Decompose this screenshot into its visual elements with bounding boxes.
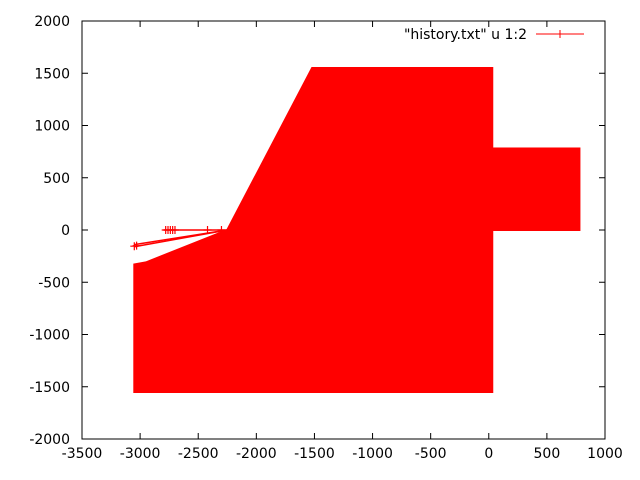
series-line [134, 229, 228, 246]
y-tick-label: -500 [38, 275, 70, 291]
y-tick-label: 1000 [34, 119, 70, 135]
x-tick-label: -500 [415, 446, 447, 462]
x-tick-label: -2000 [236, 446, 277, 462]
series-region [491, 147, 581, 232]
legend: "history.txt" u 1:2 [404, 27, 584, 43]
y-tick-label: 2000 [34, 14, 70, 30]
x-tick-label: -3500 [62, 446, 103, 462]
y-tick-label: -1500 [29, 380, 70, 396]
data-point [217, 226, 226, 234]
x-tick-label: -3000 [120, 446, 161, 462]
data-point [170, 226, 179, 234]
legend-label: "history.txt" u 1:2 [404, 27, 527, 43]
y-tick-label: -1000 [29, 328, 70, 344]
y-tick-label: 0 [61, 223, 70, 239]
y-tick-label: -2000 [29, 432, 70, 448]
x-tick-label: 500 [534, 446, 561, 462]
y-tick-label: 500 [43, 171, 70, 187]
x-tick-label: -1000 [352, 446, 393, 462]
data-point [203, 226, 212, 234]
data-point [132, 241, 141, 250]
data-layer [130, 67, 581, 393]
x-tick-label: 1000 [587, 446, 623, 462]
y-tick-label: 1500 [34, 66, 70, 82]
y-ticks: -2000 -1500 -1000 -500 0 500 1000 1500 2000 [29, 14, 605, 448]
series-region [133, 67, 494, 393]
x-tick-label: -1500 [294, 446, 335, 462]
x-tick-label: 0 [484, 446, 493, 462]
x-tick-label: -2500 [178, 446, 219, 462]
x-ticks: -3500 -3000 -2500 -2000 -1500 -1000 -500 0 500 10… [62, 21, 623, 462]
